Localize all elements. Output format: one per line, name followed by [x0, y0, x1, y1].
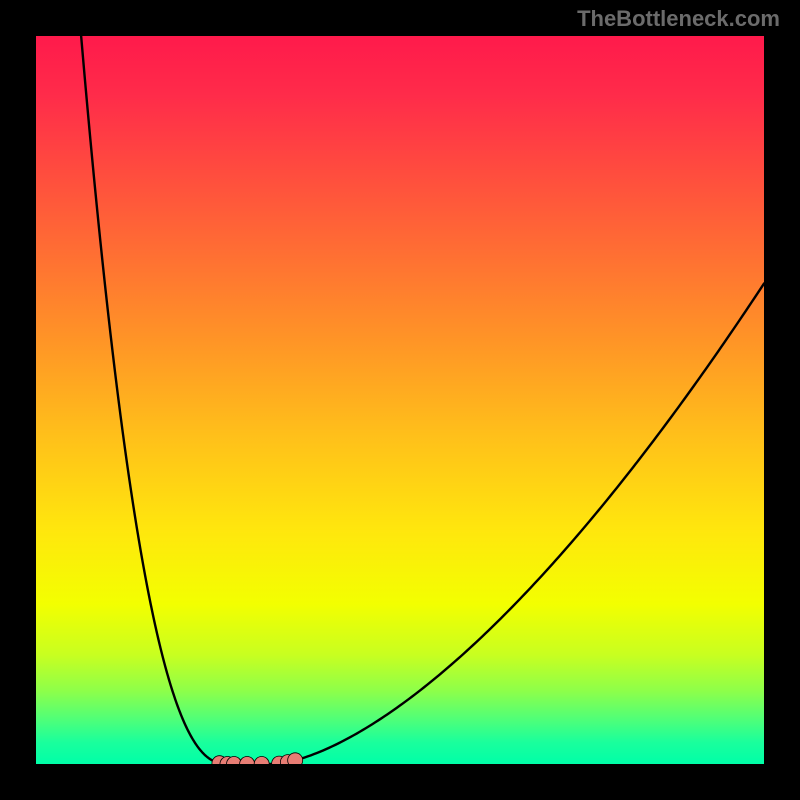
- plot-area: [36, 36, 764, 764]
- chart-frame: TheBottleneck.com: [0, 0, 800, 800]
- gradient-background: [36, 36, 764, 764]
- data-marker: [288, 753, 303, 764]
- watermark-text: TheBottleneck.com: [577, 6, 780, 32]
- plot-svg: [36, 36, 764, 764]
